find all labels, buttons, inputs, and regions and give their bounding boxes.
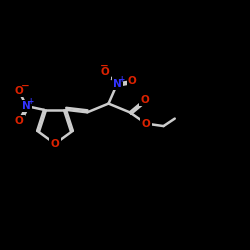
Text: O: O (140, 95, 149, 105)
Text: O: O (14, 86, 23, 96)
Text: −: − (21, 80, 30, 90)
Text: +: + (28, 97, 34, 106)
Text: N: N (113, 78, 122, 88)
Text: N: N (22, 101, 31, 111)
Text: −: − (100, 60, 109, 70)
Text: O: O (100, 67, 109, 77)
Text: O: O (128, 76, 137, 86)
Text: O: O (51, 139, 59, 149)
Text: +: + (118, 75, 125, 84)
Text: O: O (142, 118, 150, 128)
Text: O: O (14, 116, 23, 126)
